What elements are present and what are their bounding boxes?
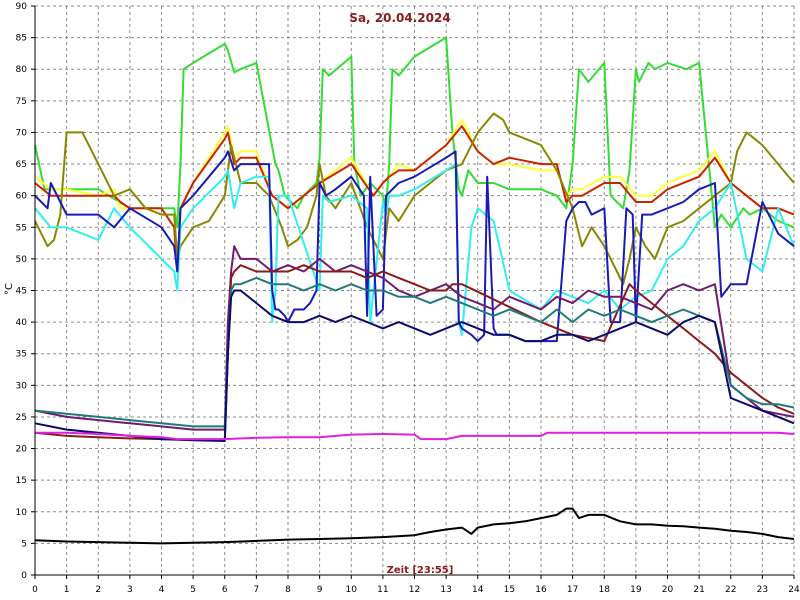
y-tick-label: 40 [16,318,28,328]
series-line-4 [34,112,795,286]
y-tick-label: 5 [21,539,27,549]
x-tick-label: 14 [472,585,484,595]
x-tick-label: 11 [377,585,388,595]
x-tick-label: 6 [222,585,228,595]
y-tick-label: 50 [16,255,28,265]
x-tick-label: 0 [32,585,38,595]
y-tick-label: 90 [16,2,28,12]
x-tick-label: 2 [95,585,101,595]
series-line-6 [34,150,795,343]
x-tick-label: 15 [504,585,515,595]
y-tick-label: 30 [16,381,28,391]
x-tick-label: 1 [64,585,70,595]
x-tick-label: 20 [662,585,674,595]
y-tick-label: 0 [21,571,27,581]
x-tick-labels: 0 1 2 3 4 5 6 7 8 9 10 11 12 13 14 15 16 17 18 19 20 21 22 23 24 [32,575,800,595]
x-tick-label: 9 [317,585,323,595]
series-layer [34,36,795,545]
x-tick-label: 8 [285,585,291,595]
y-tick-label: 45 [16,287,27,297]
x-tick-label: 19 [630,585,642,595]
y-tick-label: 10 [16,508,28,518]
x-tick-label: 22 [725,585,736,595]
y-axis-label: °C [4,283,15,295]
x-tick-label: 24 [788,585,800,595]
y-tick-labels: 0 5 10 15 20 25 30 35 40 45 50 55 60 65 70 75 80 85 90 [16,2,35,581]
y-tick-label: 85 [16,34,27,44]
x-tick-label: 12 [409,585,420,595]
x-tick-label: 13 [440,585,451,595]
x-tick-label: 21 [693,585,704,595]
x-tick-label: 16 [535,585,547,595]
y-tick-label: 75 [16,97,27,107]
x-axis-label: Zeit [23:55] [387,565,454,576]
x-tick-label: 18 [599,585,611,595]
series-line-1 [34,36,795,229]
y-tick-label: 35 [16,350,27,360]
x-tick-label: 7 [254,585,260,595]
x-tick-label: 23 [757,585,768,595]
y-tick-label: 65 [16,160,27,170]
series-line-12 [34,507,795,545]
x-tick-label: 10 [346,585,358,595]
y-tick-label: 70 [16,128,28,138]
y-tick-label: 15 [16,476,27,486]
series-line-10 [34,289,795,442]
x-tick-label: 4 [159,585,165,595]
y-tick-label: 60 [16,192,28,202]
x-tick-label: 5 [190,585,196,595]
x-tick-label: 17 [567,585,578,595]
y-tick-label: 25 [16,413,27,423]
series-line-11 [35,431,795,441]
y-tick-label: 20 [16,445,28,455]
x-tick-label: 3 [127,585,133,595]
y-tick-label: 55 [16,223,27,233]
series-line-3 [34,125,795,273]
chart-title: Sa, 20.04.2024 [349,11,450,25]
y-tick-label: 80 [16,65,28,75]
